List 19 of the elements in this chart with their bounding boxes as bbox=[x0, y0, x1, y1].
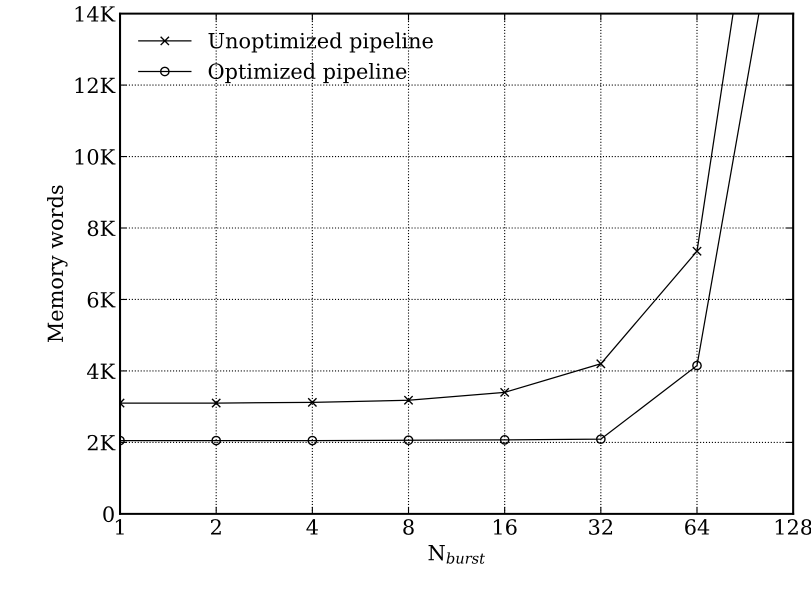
x-tick-label: 4 bbox=[306, 519, 318, 535]
legend-label: Optimized pipeline bbox=[208, 62, 406, 84]
x-tick-label: 8 bbox=[403, 519, 414, 535]
y-tick-label: 10K bbox=[76, 148, 116, 165]
x-tick-label: 16 bbox=[494, 519, 517, 535]
y-tick-label: 14K bbox=[76, 6, 116, 22]
x-tick-label: 64 bbox=[685, 519, 710, 535]
y-axis-title: Memory words bbox=[47, 185, 68, 342]
y-tick-label: 0 bbox=[103, 506, 114, 522]
y-tick-label: 12K bbox=[76, 78, 116, 93]
legend-label: Unoptimized pipeline bbox=[208, 32, 433, 53]
y-tick-label: 2K bbox=[88, 434, 116, 450]
y-tick-label: 6K bbox=[88, 292, 116, 308]
x-tick-label: 2 bbox=[210, 519, 221, 535]
x-tick-label: 1 bbox=[116, 519, 124, 535]
x-axis-title: N$_{burst}$ bbox=[428, 545, 486, 564]
x-tick-label: 32 bbox=[589, 519, 612, 535]
y-tick-label: 4K bbox=[86, 363, 116, 379]
y-tick-label: 8K bbox=[88, 220, 116, 236]
